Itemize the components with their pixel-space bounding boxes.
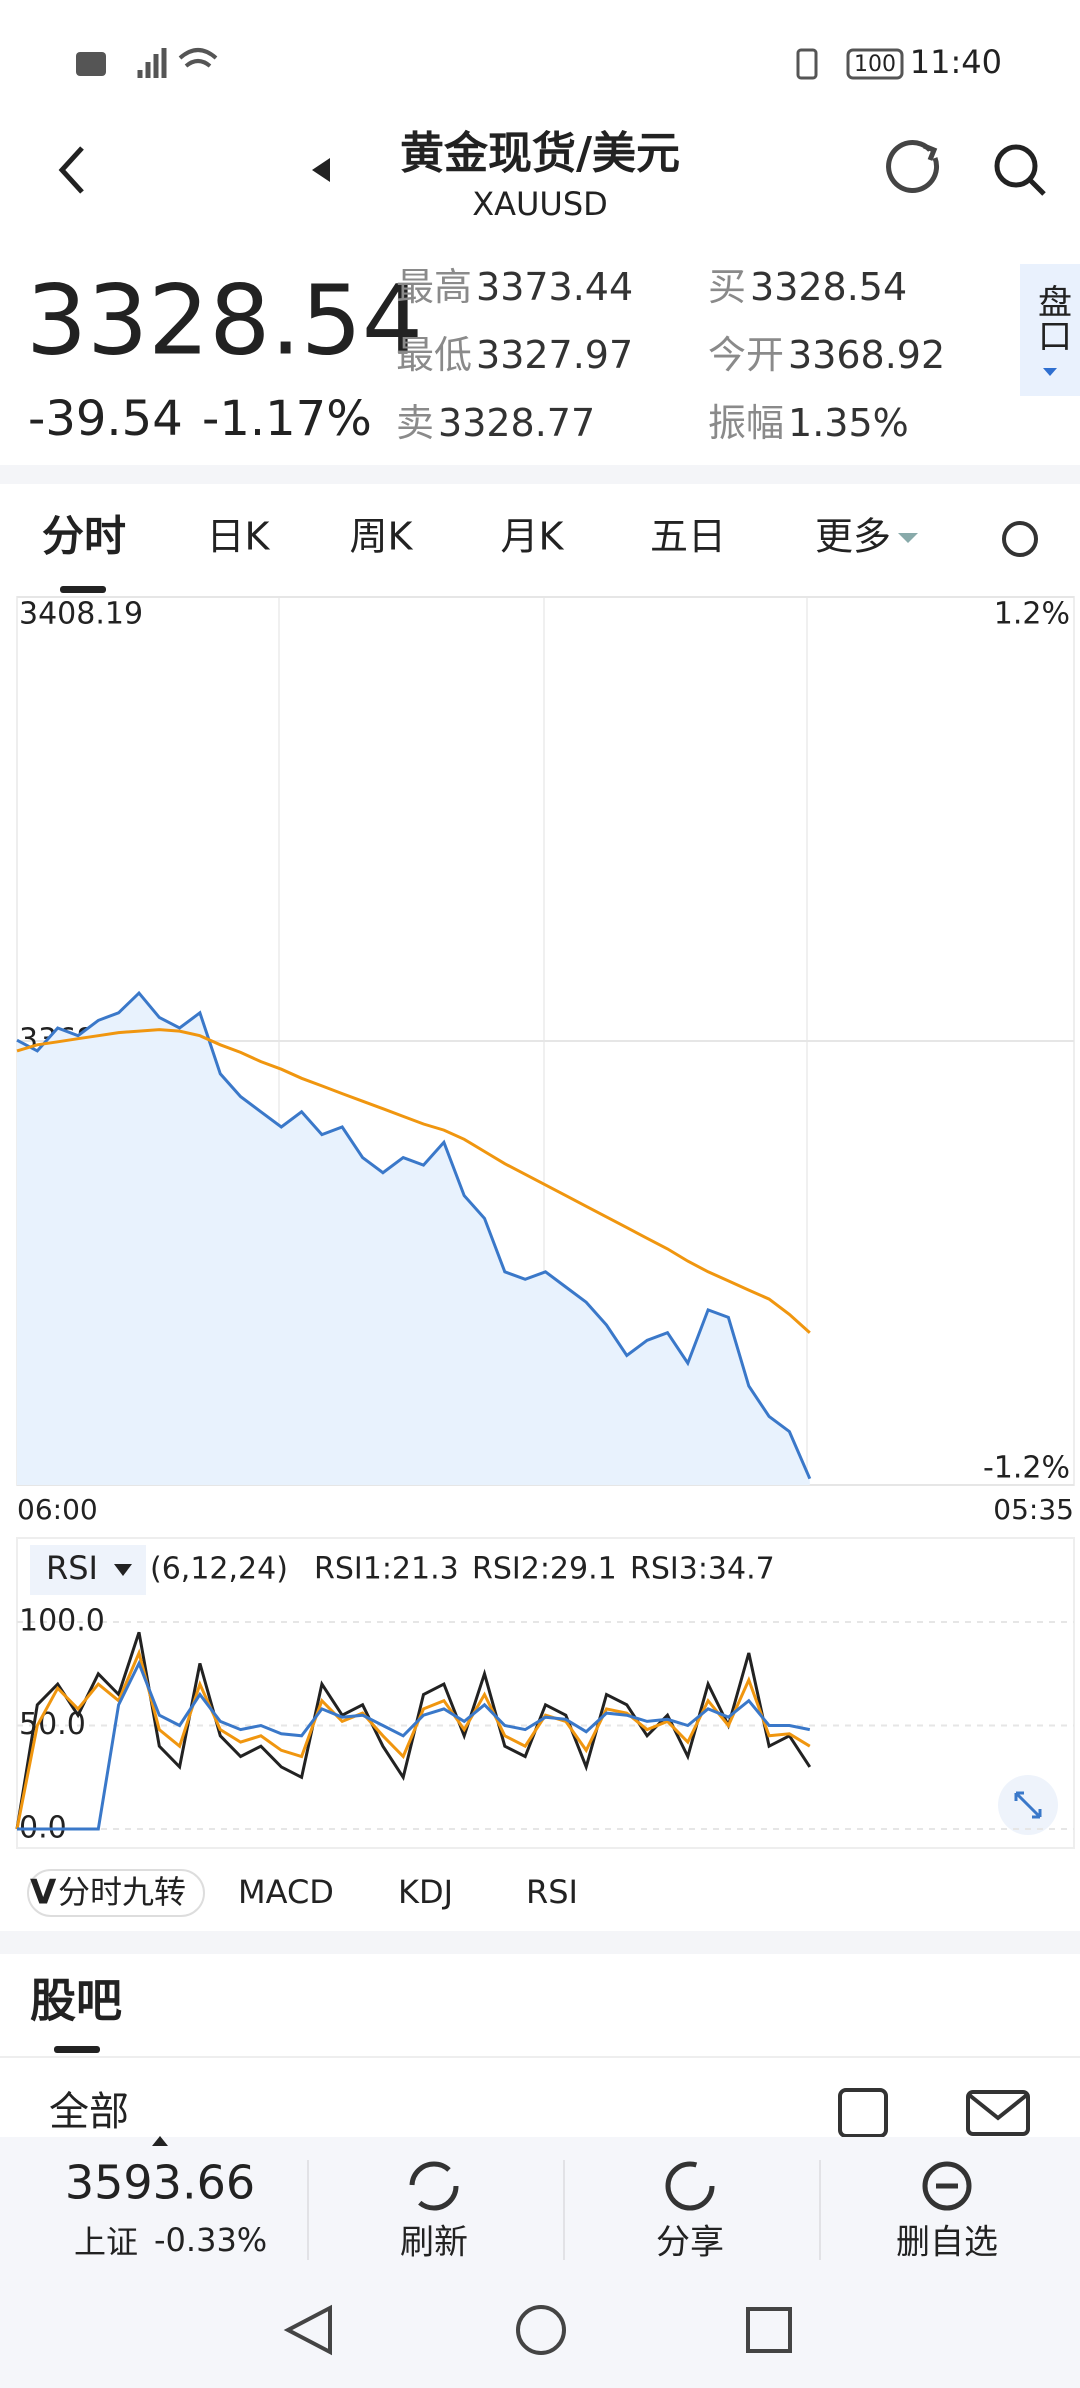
badge: V xyxy=(30,1873,57,1913)
index-change: -0.33% xyxy=(154,2221,267,2259)
forum-filter[interactable]: 全部 xyxy=(49,2089,129,2135)
side-tab-label: 盘口 xyxy=(1032,284,1072,352)
hd-icon xyxy=(76,52,106,76)
x-tick-label: 05:35 xyxy=(993,1493,1074,1526)
stat-label: 卖 xyxy=(396,401,434,445)
search-icon[interactable] xyxy=(994,144,1038,188)
indicator-name: RSI xyxy=(46,1549,98,1587)
indicator-tab[interactable]: KDJ xyxy=(398,1873,453,1911)
stat-value: 3328.77 xyxy=(438,401,595,445)
indicator-params: (6,12,24) xyxy=(150,1552,288,1587)
vibrate-icon xyxy=(796,48,818,80)
more-arrow xyxy=(898,533,918,543)
legend-entry: RSI3:34.7 xyxy=(630,1552,775,1587)
bar-dividers xyxy=(307,2160,821,2260)
stat: 今开 3368.92 xyxy=(708,333,945,377)
tab[interactable]: 五日 xyxy=(650,515,726,559)
legend-entry: RSI2:29.1 xyxy=(472,1552,617,1587)
signal-icon xyxy=(137,48,167,78)
stat-value: 3328.54 xyxy=(750,265,907,309)
stat-value: 3373.44 xyxy=(476,265,633,309)
stat: 最高 3373.44 xyxy=(396,265,633,309)
index-name: 上证 xyxy=(74,2223,138,2261)
jiuzhuan-pill[interactable] xyxy=(27,1869,205,1917)
indicator-tab[interactable]: RSI xyxy=(526,1873,578,1911)
wifi-icon xyxy=(178,48,218,68)
forum-underline xyxy=(54,2046,100,2053)
separator xyxy=(0,1931,1080,1954)
indicator-tab[interactable]: MACD xyxy=(238,1873,334,1911)
battery-icon xyxy=(846,48,904,80)
action-label[interactable]: 删自选 xyxy=(896,2223,998,2263)
share-icon[interactable] xyxy=(886,139,940,193)
stat: 买 3328.54 xyxy=(708,265,907,309)
clock: 11:40 xyxy=(910,43,1002,81)
search-icon-handle xyxy=(1028,178,1046,196)
change: -39.54 xyxy=(28,391,183,447)
y-tick-label: 100.0 xyxy=(19,1604,105,1639)
rsi-line xyxy=(17,1659,811,1831)
stat-label: 振幅 xyxy=(708,401,784,445)
index-arrow xyxy=(152,2136,168,2146)
expand-icon xyxy=(1014,1791,1042,1819)
stat-value: 1.35% xyxy=(788,401,909,445)
mail-flap xyxy=(966,2092,1030,2121)
stat-label: 今开 xyxy=(708,333,784,377)
action-label[interactable]: 刷新 xyxy=(400,2223,468,2263)
refresh-icon[interactable] xyxy=(409,2161,459,2211)
tab[interactable]: 日K xyxy=(207,515,271,559)
legend-entry: RSI1:21.3 xyxy=(314,1552,459,1587)
title: 黄金现货/美元 xyxy=(400,128,680,179)
stat-label: 买 xyxy=(708,265,746,309)
price-area xyxy=(17,993,810,1485)
price: 3328.54 xyxy=(26,264,423,376)
separator xyxy=(0,465,1080,484)
stat: 振幅 1.35% xyxy=(708,401,909,445)
price-line xyxy=(16,990,812,1480)
stat-label: 最低 xyxy=(396,333,472,377)
settings-icon[interactable] xyxy=(1002,521,1038,557)
subtitle: XAUUSD xyxy=(472,185,608,223)
y2-tick-label: -1.2% xyxy=(983,1451,1070,1486)
action-label[interactable]: 分享 xyxy=(656,2223,724,2263)
x-tick-label: 06:00 xyxy=(17,1493,98,1526)
tab[interactable]: 月K xyxy=(501,515,565,559)
indicator-tab[interactable]: 分时九转 xyxy=(58,1873,186,1911)
remove-icon[interactable] xyxy=(922,2161,972,2211)
back-button[interactable] xyxy=(58,146,84,194)
nav-recent[interactable] xyxy=(746,2307,792,2353)
tab[interactable]: 更多 xyxy=(815,515,891,559)
side-tab-arrow xyxy=(1043,368,1057,376)
forum-title: 股吧 xyxy=(30,1974,122,2028)
stat: 最低 3327.97 xyxy=(396,333,633,377)
share-action-icon[interactable] xyxy=(665,2161,715,2211)
average-line xyxy=(16,1028,811,1334)
index-price[interactable]: 3593.66 xyxy=(65,2156,255,2210)
change-pct: -1.17% xyxy=(202,391,372,447)
rsi-frame xyxy=(16,1537,1075,1849)
tab[interactable]: 分时 xyxy=(42,512,126,561)
stat: 卖 3328.77 xyxy=(396,401,595,445)
edit-icon[interactable] xyxy=(838,2088,888,2138)
stat-value: 3327.97 xyxy=(476,333,633,377)
tab[interactable]: 周K xyxy=(350,515,414,559)
nav-back[interactable] xyxy=(283,2304,332,2356)
stat-value: 3368.92 xyxy=(788,333,945,377)
mail-icon[interactable] xyxy=(966,2090,1030,2136)
nav-home[interactable] xyxy=(516,2305,566,2355)
prev-button[interactable] xyxy=(312,158,330,182)
y2-tick-label: 1.2% xyxy=(994,597,1070,632)
battery-level: 100 xyxy=(854,52,896,77)
stat-label: 最高 xyxy=(396,265,472,309)
tab-underline xyxy=(60,586,106,593)
bottom-bar xyxy=(0,2137,1080,2388)
y-tick-label: 3408.19 xyxy=(19,597,143,632)
indicator-arrow xyxy=(114,1564,132,1576)
